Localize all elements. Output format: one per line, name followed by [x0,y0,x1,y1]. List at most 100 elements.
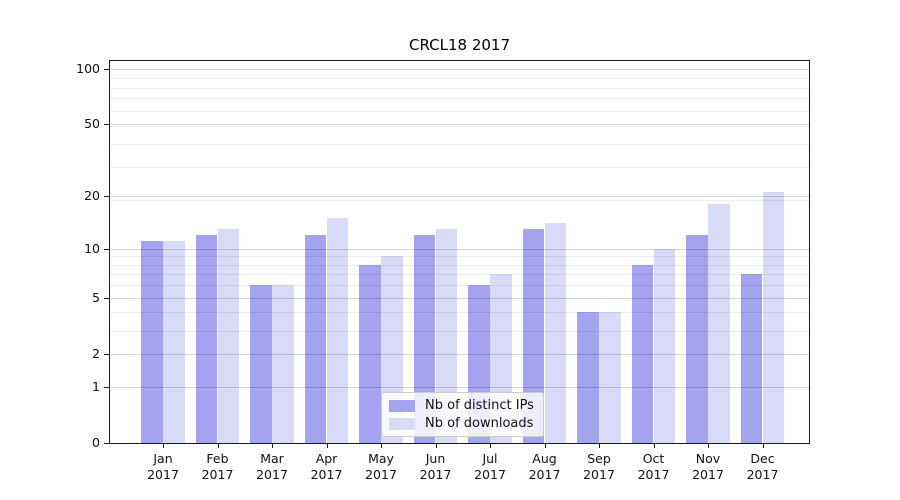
y-tick-mark [104,68,109,70]
x-tick-line1: Oct [642,451,665,466]
y-tick-mark [104,386,109,388]
gridline-minor [110,330,809,332]
x-tick-line1: Nov [695,451,721,466]
gridline-minor [110,200,809,201]
legend-item: Nb of distinct IPs [389,398,534,413]
bar-downloads [762,192,785,443]
x-tick-line1: Aug [532,451,557,466]
bar-downloads [653,248,676,443]
x-axis-tick-label: Feb 2017 [188,451,248,483]
y-axis-tick-label: 100 [76,60,100,76]
gridline-major [110,353,809,355]
legend-swatch-distinct-ips [389,399,415,412]
x-tick-mark [326,443,328,448]
x-axis-tick-label: Mar 2017 [242,451,302,483]
gridline-minor [110,274,809,276]
x-tick-mark [217,443,219,448]
x-tick-mark [163,443,164,448]
gridline-major [110,248,809,250]
x-tick-mark [272,443,273,448]
bar-distinct-ips [631,264,654,443]
x-tick-mark [381,443,382,448]
y-tick-mark [104,248,109,250]
bar-downloads [708,204,730,443]
x-tick-line2: 2017 [746,467,779,482]
y-axis-tick-label: 0 [92,435,100,450]
x-tick-line1: Feb [206,451,229,466]
x-tick-line2: 2017 [201,467,234,482]
x-tick-line1: May [368,451,394,466]
y-tick-mark [104,124,109,126]
x-tick-line1: Apr [315,451,338,466]
gridline-minor [110,264,809,266]
x-tick-line2: 2017 [692,467,724,482]
bar-distinct-ips [413,234,436,443]
legend-label: Nb of downloads [425,416,534,431]
x-tick-mark [435,443,437,448]
x-tick-mark [544,443,546,448]
gridline-minor [110,98,809,100]
x-axis-tick-label: Aug 2017 [515,451,575,483]
x-axis-tick-label: Jun 2017 [406,451,466,483]
gridline-major [110,196,809,198]
x-tick-line1: Dec [750,451,775,466]
x-tick-line1: Jun [425,451,446,466]
y-axis-tick-label: 50 [84,116,100,132]
bar-distinct-ips [686,234,708,443]
y-tick-mark [104,196,109,198]
x-tick-mark [762,443,764,448]
legend-item: Nb of downloads [389,416,534,431]
gridline-minor [110,110,809,112]
legend-swatch-downloads [389,417,415,430]
bar-distinct-ips [359,264,381,443]
gridline-minor [110,256,809,258]
y-tick-mark [104,443,109,444]
y-axis-tick-label: 10 [84,240,100,256]
x-tick-mark [490,443,491,448]
gridline-minor [110,125,809,127]
x-tick-line2: 2017 [637,467,670,482]
x-tick-line1: Jul [482,451,498,466]
bar-downloads [544,223,567,443]
y-axis-tick-label: 2 [92,345,100,361]
gridline-minor [110,143,809,145]
x-tick-line2: 2017 [528,467,561,482]
gridline-minor [110,167,809,169]
x-tick-line2: 2017 [256,467,288,482]
bar-downloads [163,241,185,443]
x-axis-tick-label: Nov 2017 [678,451,738,483]
x-tick-mark [708,443,709,448]
x-axis-tick-label: Oct 2017 [624,451,684,483]
bar-distinct-ips [522,228,545,443]
gridline-minor [110,312,809,314]
gridline-minor [110,78,809,79]
x-axis-tick-label: Jul 2017 [460,451,520,483]
x-tick-line2: 2017 [147,467,179,482]
x-axis-tick-label: Dec 2017 [733,451,793,483]
bar-distinct-ips [577,312,599,443]
x-tick-line1: Mar [260,451,284,466]
bar-distinct-ips [141,241,163,443]
x-axis-tick-label: Sep 2017 [569,451,629,483]
x-tick-mark [599,443,600,448]
gridline-minor [110,285,809,287]
x-tick-line2: 2017 [365,467,397,482]
plot-area [109,60,810,444]
x-tick-line1: Jan [153,451,173,466]
bar-downloads [599,312,621,443]
x-axis-tick-label: May 2017 [351,451,411,483]
y-axis-tick-label: 5 [92,289,100,305]
x-tick-line2: 2017 [474,467,506,482]
gridline-major [110,297,809,299]
x-tick-line2: 2017 [419,467,452,482]
gridline-major [110,386,809,388]
x-axis-tick-label: Jan 2017 [133,451,193,483]
x-tick-line2: 2017 [583,467,615,482]
x-tick-line1: Sep [587,451,611,466]
y-tick-mark [104,297,109,299]
bar-downloads [326,218,349,443]
y-axis-tick-label: 20 [84,188,100,204]
legend: Nb of distinct IPs Nb of downloads [381,392,544,437]
bar-distinct-ips [250,285,272,443]
